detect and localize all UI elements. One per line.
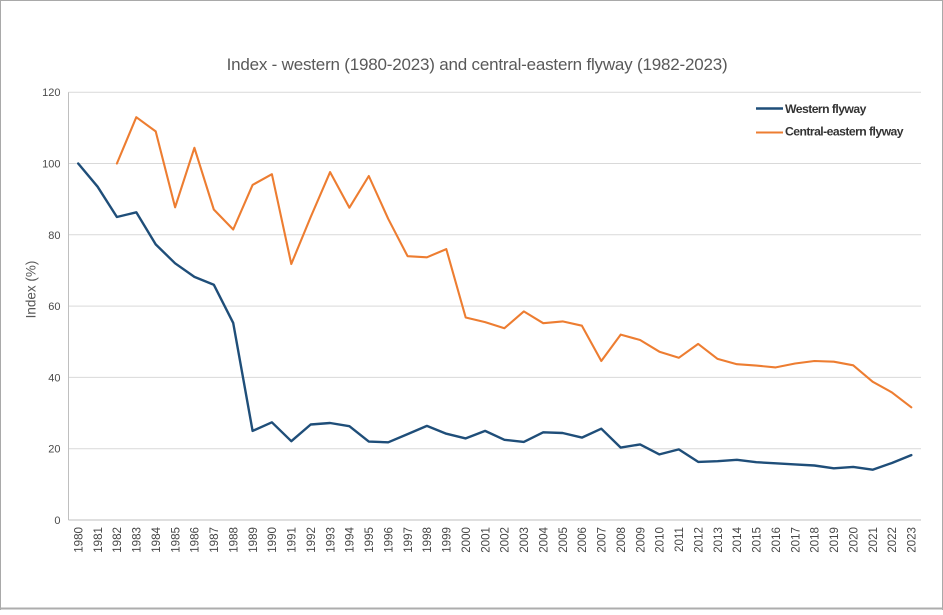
svg-text:2019: 2019 xyxy=(828,527,841,553)
svg-text:1994: 1994 xyxy=(344,526,357,552)
svg-text:2022: 2022 xyxy=(886,527,899,553)
svg-text:1998: 1998 xyxy=(421,527,434,553)
svg-text:2011: 2011 xyxy=(673,527,686,552)
svg-text:1984: 1984 xyxy=(150,526,163,552)
svg-text:2014: 2014 xyxy=(731,526,744,552)
svg-text:Index - western (1980-2023) an: Index - western (1980-2023) and central-… xyxy=(227,55,728,74)
svg-text:100: 100 xyxy=(42,159,60,171)
svg-text:2017: 2017 xyxy=(789,527,802,553)
svg-text:1995: 1995 xyxy=(363,527,376,553)
svg-text:1980: 1980 xyxy=(72,527,85,553)
svg-text:1987: 1987 xyxy=(208,527,221,553)
svg-text:2007: 2007 xyxy=(596,527,609,553)
svg-text:2012: 2012 xyxy=(692,527,705,553)
svg-text:80: 80 xyxy=(48,230,60,242)
svg-text:1992: 1992 xyxy=(305,527,318,553)
svg-text:2002: 2002 xyxy=(499,527,512,553)
svg-text:1996: 1996 xyxy=(382,527,395,553)
svg-text:2003: 2003 xyxy=(518,527,531,553)
svg-text:1985: 1985 xyxy=(169,527,182,553)
svg-text:Western flyway: Western flyway xyxy=(785,102,867,116)
svg-text:40: 40 xyxy=(48,372,60,384)
svg-text:2006: 2006 xyxy=(576,527,589,553)
svg-text:2018: 2018 xyxy=(809,527,822,553)
svg-text:1982: 1982 xyxy=(111,527,124,553)
svg-text:Index (%): Index (%) xyxy=(24,261,39,319)
svg-text:120: 120 xyxy=(42,87,60,99)
svg-text:2001: 2001 xyxy=(479,527,492,553)
svg-text:2005: 2005 xyxy=(557,527,570,553)
svg-text:Central-eastern flyway: Central-eastern flyway xyxy=(785,125,904,139)
svg-text:2004: 2004 xyxy=(537,526,550,552)
svg-text:1988: 1988 xyxy=(227,527,240,553)
svg-text:2010: 2010 xyxy=(654,527,667,553)
svg-text:1993: 1993 xyxy=(324,527,337,553)
svg-text:2000: 2000 xyxy=(460,527,473,553)
svg-text:2023: 2023 xyxy=(906,527,919,553)
svg-text:1999: 1999 xyxy=(441,527,454,553)
svg-text:2016: 2016 xyxy=(770,527,783,553)
svg-text:2021: 2021 xyxy=(867,527,880,553)
svg-text:1991: 1991 xyxy=(286,527,299,553)
svg-text:1990: 1990 xyxy=(266,527,279,553)
svg-text:1981: 1981 xyxy=(92,527,105,553)
svg-text:2015: 2015 xyxy=(751,527,764,553)
svg-text:1997: 1997 xyxy=(402,527,415,553)
svg-text:20: 20 xyxy=(48,444,60,456)
svg-text:2013: 2013 xyxy=(712,527,725,553)
svg-text:60: 60 xyxy=(48,301,60,313)
svg-text:0: 0 xyxy=(54,515,60,527)
svg-text:2020: 2020 xyxy=(847,527,860,553)
svg-text:1989: 1989 xyxy=(247,527,260,553)
svg-text:2008: 2008 xyxy=(615,527,628,553)
svg-text:2009: 2009 xyxy=(634,527,647,553)
svg-text:1986: 1986 xyxy=(189,527,202,553)
svg-text:1983: 1983 xyxy=(131,527,144,553)
